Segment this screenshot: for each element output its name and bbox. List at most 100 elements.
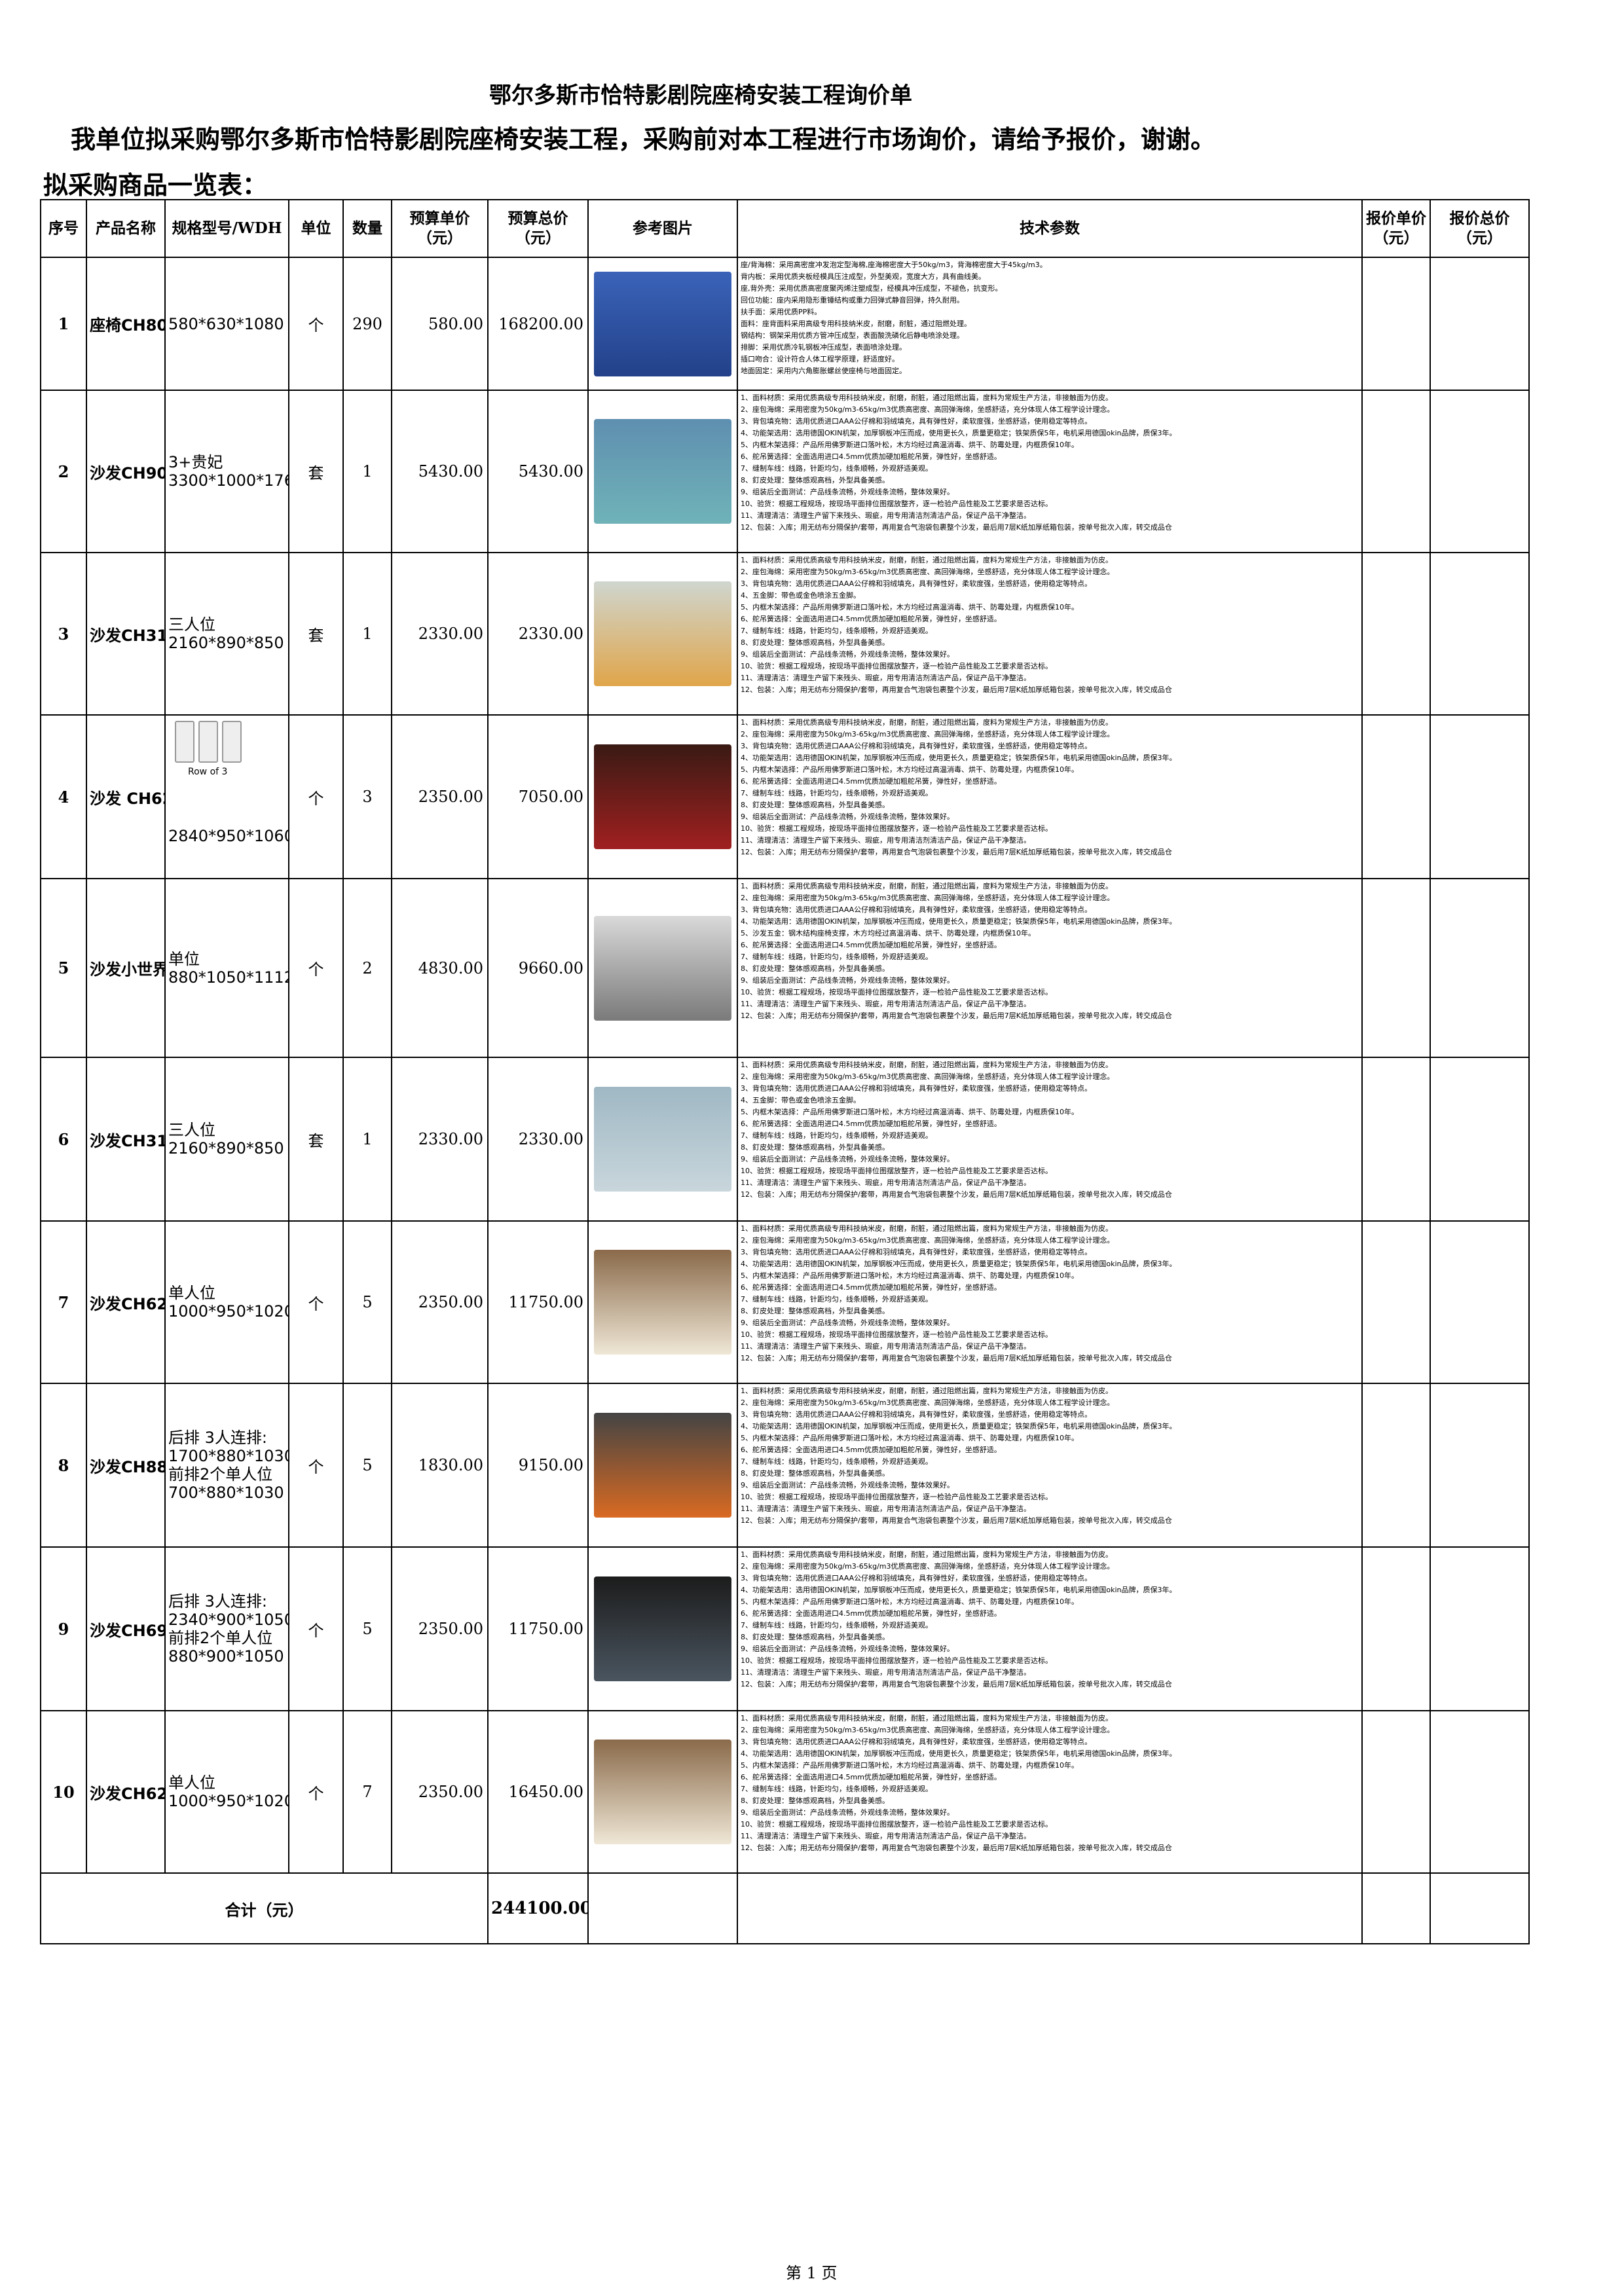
seat-icon bbox=[175, 721, 194, 763]
spec-image bbox=[175, 721, 286, 763]
item-no: 9 bbox=[40, 1546, 87, 1711]
intro: 我单位拟采购鄂尔多斯市恰特影剧院座椅安装工程，采购前对本工程进行市场询价，请给予… bbox=[71, 124, 1216, 154]
tech-line: 4、五金脚：带色或金色喷涂五金脚。 bbox=[741, 591, 860, 600]
item-total: 9150.00 bbox=[487, 1383, 589, 1548]
item-tech: 1、面料材质：采用优质高级专用科技纳米皮，耐磨，耐脏，通过阻燃出篇，度料为常规生… bbox=[737, 1710, 1363, 1874]
tech-line: 12、包装：入库；用无纺布分隔保护/套带，再用复合气泡袋包裹整个沙发，最后用7层… bbox=[741, 1844, 1172, 1852]
tech-line: 5、内框木架选择：产品所用佛罗斯进口落叶松，木方均经过高温消毒、烘干、防霉处理，… bbox=[741, 765, 1079, 774]
item-tech: 1、面料材质：采用优质高级专用科技纳米皮，耐磨，耐脏，通过阻燃出篇，度料为常规生… bbox=[737, 878, 1363, 1058]
spec-line: 3+贵妃 bbox=[168, 453, 223, 471]
spec-image-caption: Row of 3 bbox=[188, 767, 228, 777]
tech-line: 3、背包填充物：选用优质进口AAA公仔棉和羽绒填充，具有弹性好，柔软度强，坐感舒… bbox=[741, 1248, 1092, 1256]
item-image bbox=[587, 257, 738, 391]
tech-line: 面料：座背面料采用高级专用科技纳米皮，耐磨，耐脏，通过阻燃处理。 bbox=[741, 319, 971, 328]
spec-line: 1700*880*1030 bbox=[168, 1447, 289, 1465]
item-name: 沙发小世界 bbox=[86, 878, 166, 1058]
item-unit: 个 bbox=[288, 878, 344, 1058]
item-total: 7050.00 bbox=[487, 714, 589, 879]
quote-total bbox=[1430, 552, 1530, 716]
tech-line: 4、功能架选用：选用德国OKIN机架，加厚钢板冲压而成，使用更长久，质量更稳定；… bbox=[741, 429, 1177, 437]
tech-line: 5、内框木架选择：产品所用佛罗斯进口落叶松，木方均经过高温消毒、烘干、防霉处理，… bbox=[741, 1271, 1079, 1280]
tech-line: 5、内框木架选择：产品所用佛罗斯进口落叶松，木方均经过高温消毒、烘干、防霉处理，… bbox=[741, 441, 1079, 449]
item-unit-price: 2330.00 bbox=[391, 552, 489, 716]
item-no: 3 bbox=[40, 552, 87, 716]
tech-line: 1、面料材质：采用优质高级专用科技纳米皮，耐磨，耐脏，通过阻燃出篇，度料为常规生… bbox=[741, 393, 1113, 402]
spec-line: 单位 bbox=[168, 949, 200, 968]
tech-line: 9、组装后全面测试：产品线条流畅，外观线条流畅，整体效果好。 bbox=[741, 1155, 954, 1163]
tech-line: 12、包装：入库；用无纺布分隔保护/套带，再用复合气泡袋包裹整个沙发，最后用7层… bbox=[741, 1190, 1172, 1199]
item-total: 11750.00 bbox=[487, 1546, 589, 1711]
item-qty: 5 bbox=[342, 1546, 392, 1711]
spec-line: 后排 3人连排: bbox=[168, 1429, 267, 1447]
tech-line: 9、组装后全面测试：产品线条流畅，外观线条流畅，整体效果好。 bbox=[741, 1319, 954, 1327]
item-spec: 单位 880*1050*1112 bbox=[164, 878, 289, 1058]
tech-line: 3、背包填充物：选用优质进口AAA公仔棉和羽绒填充，具有弹性好，柔软度强，坐感舒… bbox=[741, 579, 1092, 588]
spec-line: 前排2个单人位 bbox=[168, 1465, 273, 1484]
table-body: 1座椅CH806580*630*1080个290580.00168200.00座… bbox=[40, 257, 1530, 1944]
tech-line: 3、背包填充物：选用优质进口AAA公仔棉和羽绒填充，具有弹性好，柔软度强，坐感舒… bbox=[741, 1084, 1092, 1093]
product-photo bbox=[594, 1087, 731, 1192]
quote-unit-price bbox=[1361, 1710, 1431, 1874]
tech-line: 11、清理清洁：清理生产留下来残头、瑕疵，用专用清洁剂清洁产品，保证产品干净整洁… bbox=[741, 1342, 1031, 1351]
tech-line: 回位功能：座内采用隐形重锤结构或重力回弹式静音回弹，持久耐用。 bbox=[741, 296, 964, 304]
quote-unit-price bbox=[1361, 390, 1431, 553]
empty bbox=[1430, 1872, 1530, 1944]
tech-line: 11、清理清洁：清理生产留下来残头、瑕疵，用专用清洁剂清洁产品，保证产品干净整洁… bbox=[741, 836, 1031, 845]
tech-line: 3、背包填充物：选用优质进口AAA公仔棉和羽绒填充，具有弹性好，柔软度强，坐感舒… bbox=[741, 417, 1092, 426]
tech-line: 10、验货：根据工程规场，按现场平面排位图摆放整齐，逐一检验产品性能及工艺要求是… bbox=[741, 824, 1052, 833]
tech-line: 9、组装后全面测试：产品线条流畅，外观线条流畅，整体效果好。 bbox=[741, 1808, 954, 1817]
empty bbox=[737, 1872, 1363, 1944]
item-name: 沙发CH901 bbox=[86, 390, 166, 553]
tech-line: 1、面料材质：采用优质高级专用科技纳米皮，耐磨，耐脏，通过阻燃出篇，度料为常规生… bbox=[741, 556, 1113, 564]
product-photo bbox=[594, 581, 731, 686]
tech-line: 5、内框木架选择：产品所用佛罗斯进口落叶松，木方均经过高温消毒、烘干、防霉处理，… bbox=[741, 603, 1079, 611]
tech-line: 8、釘皮处理：整体感观高档，外型具备美感。 bbox=[741, 964, 889, 973]
tech-line: 4、功能架选用：选用德国OKIN机架，加厚钢板冲压而成，使用更长久，质量更稳定；… bbox=[741, 917, 1177, 926]
spec-line: 1000*950*1020 bbox=[168, 1302, 289, 1321]
item-total: 11750.00 bbox=[487, 1220, 589, 1384]
tech-line: 9、组装后全面测试：产品线条流畅，外观线条流畅，整体效果好。 bbox=[741, 1645, 954, 1653]
tech-line: 12、包装：入库；用无纺布分隔保护/套带，再用复合气泡袋包裹整个沙发，最后用7层… bbox=[741, 685, 1172, 694]
spec-line: 2340*900*1050 bbox=[168, 1611, 289, 1629]
spec-line: 三人位 bbox=[168, 1121, 215, 1139]
tech-line: 5、内框木架选择：产品所用佛罗斯进口落叶松，木方均经过高温消毒、烘干、防霉处理，… bbox=[741, 1108, 1079, 1116]
tech-line: 1、面料材质：采用优质高级专用科技纳米皮，耐磨，耐脏，通过阻燃出篇，度料为常规生… bbox=[741, 1550, 1113, 1559]
tech-line: 1、面料材质：采用优质高级专用科技纳米皮，耐磨，耐脏，通过阻燃出篇，度料为常规生… bbox=[741, 1224, 1113, 1233]
tech-line: 座/背海棉：采用高密度冲发泡定型海棉,座海棉密度大于50kg/m3，背海棉密度大… bbox=[741, 261, 1047, 269]
item-unit-price: 2350.00 bbox=[391, 1710, 489, 1874]
item-qty: 290 bbox=[342, 257, 392, 391]
seat-icon bbox=[222, 721, 242, 763]
tech-line: 5、内框木架选择：产品所用佛罗斯进口落叶松，木方均经过高温消毒、烘干、防霉处理，… bbox=[741, 1761, 1079, 1770]
item-no: 5 bbox=[40, 878, 87, 1058]
column-header: 数量 bbox=[342, 199, 392, 258]
tech-line: 12、包装：入库；用无纺布分隔保护/套带，再用复合气泡袋包裹整个沙发，最后用7层… bbox=[741, 848, 1172, 856]
quote-total bbox=[1430, 257, 1530, 391]
spec-line: 三人位 bbox=[168, 615, 215, 634]
tech-line: 3、背包填充物：选用优质进口AAA公仔棉和羽绒填充，具有弹性好，柔软度强，坐感舒… bbox=[741, 1738, 1092, 1746]
item-row: 3沙发CH312三人位2160*890*850套12330.002330.001… bbox=[40, 552, 1530, 716]
tech-line: 5、内框木架选择：产品所用佛罗斯进口落叶松，木方均经过高温消毒、烘干、防霉处理，… bbox=[741, 1597, 1079, 1606]
total-label: 合计（元） bbox=[40, 1872, 489, 1944]
item-qty: 3 bbox=[342, 714, 392, 879]
tech-line: 8、釘皮处理：整体感观高档，外型具备美感。 bbox=[741, 1469, 889, 1478]
tech-line: 4、功能架选用：选用德国OKIN机架，加厚钢板冲压而成，使用更长久，质量更稳定；… bbox=[741, 1260, 1177, 1268]
item-unit-price: 2330.00 bbox=[391, 1057, 489, 1222]
tech-line: 6、舵吊簧选择：全面选用进口4.5mm优质加硬加粗舵吊簧，弹性好，坐感舒适。 bbox=[741, 615, 1001, 623]
tech-line: 10、验货：根据工程规场，按现场平面排位图摆放整齐，逐一检验产品性能及工艺要求是… bbox=[741, 1820, 1052, 1829]
item-image bbox=[587, 1220, 738, 1384]
item-no: 1 bbox=[40, 257, 87, 391]
item-qty: 5 bbox=[342, 1220, 392, 1384]
quote-unit-price bbox=[1361, 552, 1431, 716]
tech-line: 4、五金脚：带色或金色喷涂五金脚。 bbox=[741, 1096, 860, 1104]
quote-unit-price bbox=[1361, 714, 1431, 879]
tech-line: 12、包装：入库；用无纺布分隔保护/套带，再用复合气泡袋包裹整个沙发，最后用7层… bbox=[741, 1011, 1172, 1020]
tech-line: 12、包装：入库；用无纺布分隔保护/套带，再用复合气泡袋包裹整个沙发，最后用7层… bbox=[741, 1680, 1172, 1688]
tech-line: 2、座包海绵：采用密度为50kg/m3-65kg/m3优质高密度、高回弹海绵，坐… bbox=[741, 1726, 1115, 1734]
tech-line: 6、舵吊簧选择：全面选用进口4.5mm优质加硬加粗舵吊簧，弹性好，坐感舒适。 bbox=[741, 452, 1001, 461]
item-unit-price: 2350.00 bbox=[391, 714, 489, 879]
tech-line: 11、清理清洁：清理生产留下来残头、瑕疵，用专用清洁剂清洁产品，保证产品干净整洁… bbox=[741, 1832, 1031, 1840]
column-header: 预算单价（元） bbox=[391, 199, 489, 258]
spec-line: 880*900*1050 bbox=[168, 1647, 284, 1666]
item-unit-price: 1830.00 bbox=[391, 1383, 489, 1548]
